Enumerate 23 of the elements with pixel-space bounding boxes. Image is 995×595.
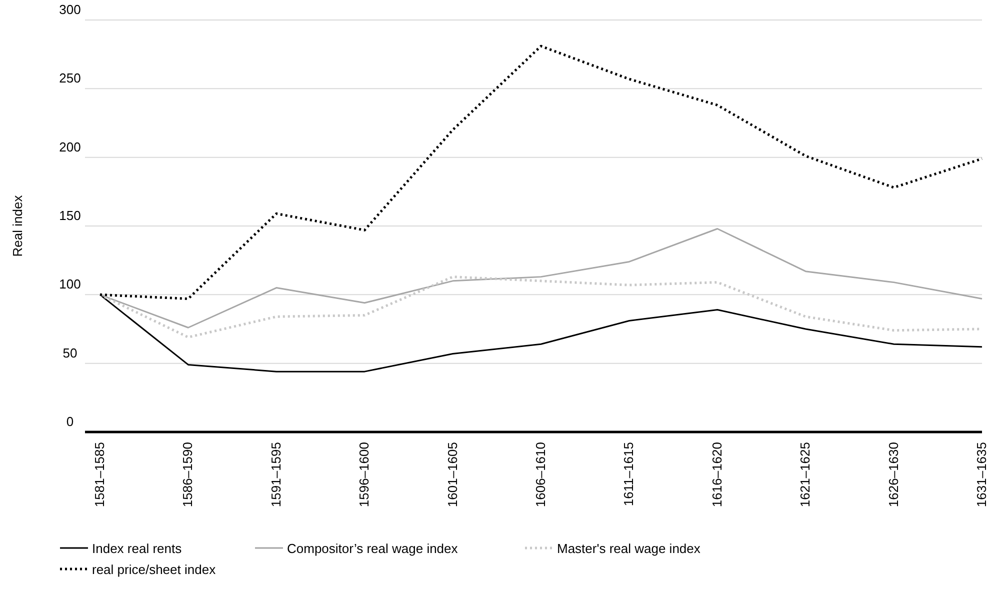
y-tick-label: 50 [62,345,78,360]
y-tick-label: 300 [59,2,81,17]
x-tick-label: 1591–1595 [268,442,284,508]
x-tick-label: 1601–1605 [444,442,460,508]
x-tick-label: 1586–1590 [180,442,196,508]
x-tick-label: 1616–1620 [709,442,724,508]
y-tick-label: 0 [66,414,74,429]
x-tick-label: 1606–1610 [533,442,548,508]
x-tick-label: 1611–1615 [621,442,636,506]
y-tick-label: 250 [59,70,81,86]
x-tick-label: 1626–1630 [886,442,901,508]
x-tick-label: 1621–1625 [798,442,813,508]
x-tick-label: 1581–1585 [92,442,107,508]
legend-label: Master's real wage index [557,541,701,556]
y-tick-label: 150 [59,208,81,223]
y-axis-title: Real index [10,194,25,257]
x-tick-label: 1631–1635 [974,442,989,508]
y-tick-label: 100 [59,276,81,292]
legend-label: Compositor’s real wage index [287,541,458,556]
legend-label: real price/sheet index [92,562,216,577]
x-tick-label: 1596–1600 [356,442,372,508]
y-tick-label: 200 [59,139,81,154]
legend-label: Index real rents [92,541,182,556]
